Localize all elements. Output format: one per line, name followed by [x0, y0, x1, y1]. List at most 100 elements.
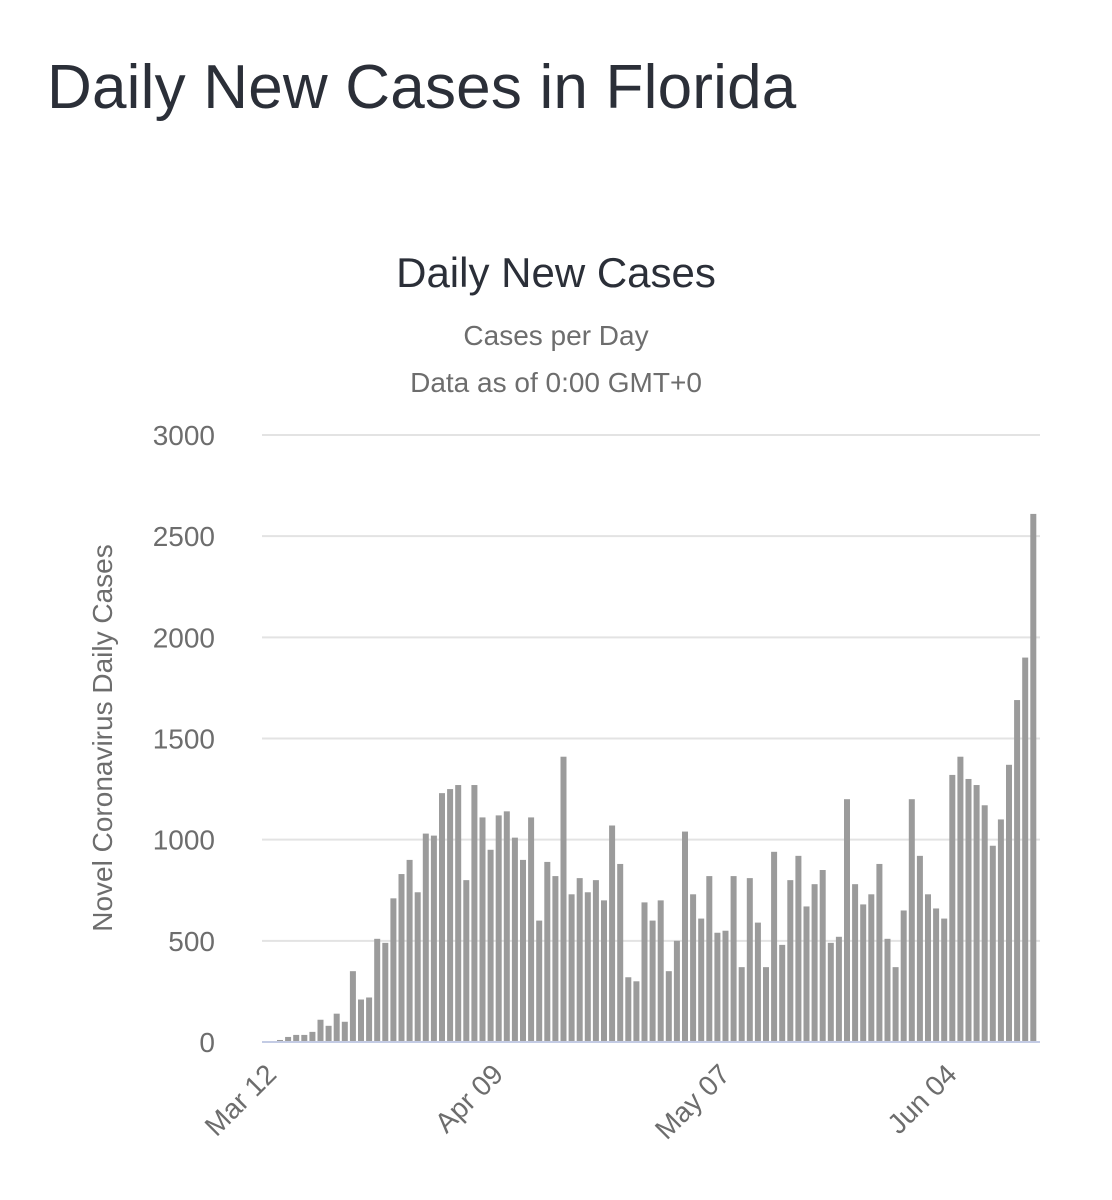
bar-may-17 — [811, 884, 818, 1042]
bar-may-03 — [698, 918, 705, 1042]
bar-mar-27 — [398, 874, 405, 1042]
bar-may-10 — [754, 922, 761, 1042]
bar-mar-30 — [422, 833, 429, 1042]
bar-may-09 — [746, 878, 753, 1042]
bar-apr-24 — [625, 977, 632, 1042]
bar-may-24 — [868, 894, 875, 1042]
gridlines — [262, 434, 1040, 942]
bar-apr-04 — [463, 880, 470, 1042]
x-tick-label: Apr 09 — [429, 1058, 509, 1138]
bar-may-26 — [884, 938, 891, 1042]
bar-may-14 — [787, 880, 794, 1042]
bar-apr-03 — [455, 785, 462, 1042]
bar-jun-05 — [965, 778, 972, 1042]
bar-apr-12 — [528, 817, 535, 1042]
bar-may-12 — [771, 851, 778, 1042]
bar-mar-23 — [366, 997, 373, 1042]
bar-apr-01 — [439, 793, 445, 1042]
bar-mar-26 — [390, 898, 397, 1042]
bar-may-04 — [706, 876, 713, 1042]
bar-apr-06 — [479, 817, 486, 1042]
bar-apr-07 — [487, 849, 494, 1042]
bar-jun-06 — [973, 785, 980, 1042]
bar-may-21 — [844, 799, 850, 1042]
bar-apr-17 — [568, 894, 575, 1042]
bar-may-08 — [738, 967, 745, 1042]
y-tick-label: 1500 — [153, 724, 215, 755]
bar-may-13 — [779, 944, 786, 1042]
bar-mar-21 — [349, 971, 356, 1042]
y-tick-label: 2000 — [153, 622, 215, 653]
bar-may-20 — [835, 936, 842, 1042]
bar-mar-16 — [309, 1031, 316, 1042]
bar-may-23 — [860, 904, 867, 1042]
chart-subtitle: Cases per Day — [463, 320, 648, 351]
y-axis-ticks: 0 500 1000 1500 2000 2500 3000 — [153, 420, 215, 1058]
bar-may-11 — [763, 967, 769, 1042]
bar-may-30 — [916, 855, 923, 1042]
bar-may-05 — [714, 932, 721, 1042]
bar-may-02 — [690, 894, 697, 1042]
bar-apr-08 — [495, 815, 502, 1042]
bar-may-29 — [908, 799, 915, 1042]
bar-jun-07 — [981, 805, 988, 1042]
bar-may-31 — [925, 894, 931, 1042]
bar-apr-18 — [576, 878, 583, 1042]
y-tick-label: 1000 — [153, 825, 215, 856]
bar-may-16 — [803, 906, 810, 1042]
bar-apr-09 — [503, 811, 510, 1042]
bar-may-25 — [876, 863, 883, 1042]
bar-mar-31 — [430, 835, 437, 1042]
y-tick-label: 3000 — [153, 420, 215, 451]
bar-jun-04 — [957, 756, 964, 1042]
bar-jun-01 — [933, 908, 940, 1042]
bar-may-15 — [795, 855, 802, 1042]
bar-may-27 — [892, 967, 899, 1042]
bar-jun-11 — [1014, 700, 1021, 1042]
bar-apr-25 — [633, 981, 640, 1042]
bar-mar-17 — [317, 1019, 324, 1042]
bar-mar-28 — [406, 859, 413, 1042]
bar-mar-24 — [374, 938, 381, 1042]
bar-mar-22 — [358, 999, 364, 1042]
bar-mar-29 — [414, 892, 421, 1042]
bar-jun-03 — [949, 774, 956, 1042]
bars — [277, 513, 1037, 1042]
bar-mar-25 — [382, 942, 389, 1042]
bar-apr-10 — [511, 837, 518, 1042]
bar-mar-18 — [325, 1025, 332, 1042]
bar-mar-13 — [285, 1036, 292, 1042]
bar-apr-02 — [447, 789, 454, 1042]
bar-apr-29 — [665, 971, 672, 1042]
bar-mar-19 — [333, 1013, 340, 1042]
chart-title: Daily New Cases — [396, 249, 716, 296]
bar-apr-30 — [673, 940, 680, 1042]
bar-may-28 — [900, 910, 907, 1042]
bar-apr-20 — [592, 880, 599, 1042]
bar-apr-26 — [641, 902, 648, 1042]
bar-apr-19 — [584, 892, 591, 1042]
chart-data-timestamp: Data as of 0:00 GMT+0 — [410, 367, 702, 398]
bar-apr-23 — [617, 863, 624, 1042]
bar-apr-13 — [536, 920, 543, 1042]
bar-jun-09 — [997, 819, 1004, 1042]
bar-apr-05 — [471, 785, 478, 1042]
bar-jun-02 — [941, 918, 948, 1042]
x-axis-ticks: Mar 12 Apr 09 May 07 Jun 04 — [199, 1058, 963, 1145]
x-tick-label: Jun 04 — [881, 1058, 962, 1139]
bar-jun-12 — [1022, 657, 1029, 1042]
bar-mar-15 — [301, 1034, 308, 1042]
bar-jun-13 — [1030, 513, 1037, 1042]
y-tick-label: 2500 — [153, 521, 215, 552]
x-tick-label: Mar 12 — [199, 1058, 283, 1142]
bar-apr-15 — [552, 876, 559, 1042]
bar-mar-12 — [277, 1039, 283, 1042]
bar-may-07 — [730, 876, 737, 1042]
bar-may-18 — [819, 870, 826, 1042]
y-axis-label: Novel Coronavirus Daily Cases — [87, 544, 118, 931]
page-title: Daily New Cases in Florida — [47, 53, 797, 122]
bar-may-01 — [682, 831, 688, 1042]
bar-may-06 — [722, 930, 729, 1042]
x-tick-label: May 07 — [649, 1058, 736, 1145]
bar-apr-21 — [601, 900, 607, 1042]
